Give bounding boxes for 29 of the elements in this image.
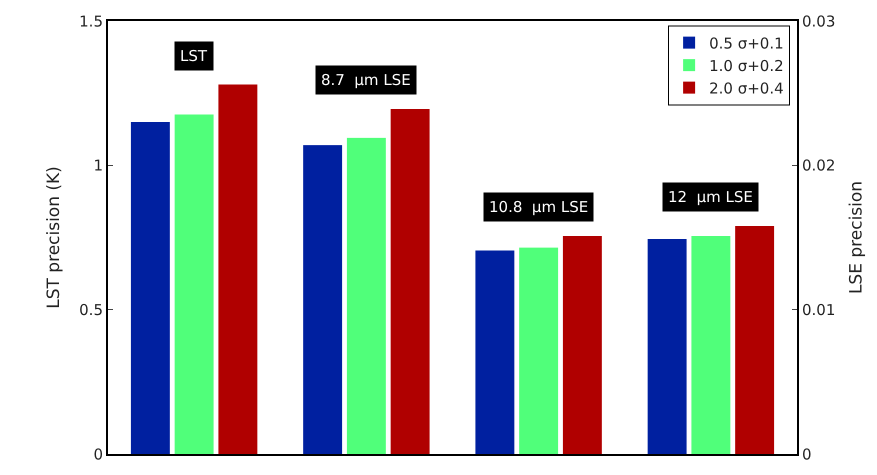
y-tick-label: 0.5 xyxy=(79,300,103,319)
legend-label: 2.0 σ+0.4 xyxy=(709,79,784,98)
bar xyxy=(475,250,514,454)
bar xyxy=(562,236,602,454)
bar xyxy=(648,238,687,454)
legend-label: 1.0 σ+0.2 xyxy=(709,56,784,75)
annotation: 8.7 μm LSE xyxy=(321,71,411,89)
y-tick-label: 0 xyxy=(93,445,103,464)
annotation: LST xyxy=(180,47,208,65)
annotation: 12 μm LSE xyxy=(668,188,753,206)
bar xyxy=(174,114,214,454)
bar xyxy=(691,236,730,454)
y2-axis-title: LSE precision xyxy=(846,180,866,294)
y-tick-label: 1.5 xyxy=(79,12,103,30)
bar xyxy=(519,248,558,454)
bar xyxy=(130,122,170,454)
bar xyxy=(218,84,258,454)
y2-tick-label: 0 xyxy=(802,445,812,464)
bar xyxy=(735,226,774,454)
annotation: 10.8 μm LSE xyxy=(489,198,588,216)
bar xyxy=(303,145,342,454)
bar xyxy=(346,138,386,454)
y2-tick-label: 0.02 xyxy=(802,156,836,175)
y2-tick-label: 0.01 xyxy=(802,300,836,319)
y-axis-title: LST precision (K) xyxy=(44,166,64,309)
bar xyxy=(390,109,430,454)
y2-tick-label: 0.03 xyxy=(802,12,836,30)
y-tick-label: 1 xyxy=(93,156,103,175)
legend-label: 0.5 σ+0.1 xyxy=(709,34,784,52)
